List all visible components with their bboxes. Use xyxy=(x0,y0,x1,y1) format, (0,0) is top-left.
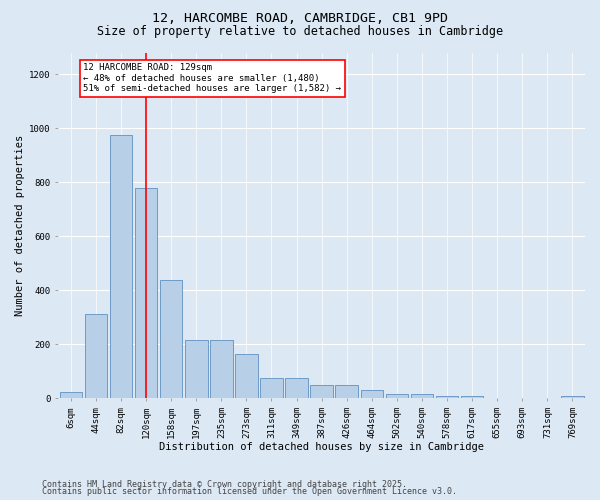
Bar xyxy=(361,390,383,398)
Bar xyxy=(160,280,182,398)
Bar xyxy=(335,386,358,398)
Text: 12, HARCOMBE ROAD, CAMBRIDGE, CB1 9PD: 12, HARCOMBE ROAD, CAMBRIDGE, CB1 9PD xyxy=(152,12,448,26)
Text: Size of property relative to detached houses in Cambridge: Size of property relative to detached ho… xyxy=(97,25,503,38)
Y-axis label: Number of detached properties: Number of detached properties xyxy=(15,135,25,316)
Bar xyxy=(310,386,333,398)
Bar xyxy=(210,340,233,398)
Bar xyxy=(85,314,107,398)
Bar xyxy=(436,396,458,398)
Bar xyxy=(285,378,308,398)
Bar xyxy=(110,135,132,398)
Bar xyxy=(561,396,584,398)
Bar xyxy=(386,394,408,398)
Bar xyxy=(260,378,283,398)
Bar xyxy=(185,340,208,398)
Text: 12 HARCOMBE ROAD: 129sqm
← 48% of detached houses are smaller (1,480)
51% of sem: 12 HARCOMBE ROAD: 129sqm ← 48% of detach… xyxy=(83,64,341,93)
Text: Contains public sector information licensed under the Open Government Licence v3: Contains public sector information licen… xyxy=(42,488,457,496)
Bar xyxy=(59,392,82,398)
Bar xyxy=(461,396,484,398)
Bar xyxy=(235,354,257,399)
Bar xyxy=(135,188,157,398)
Bar xyxy=(410,394,433,398)
X-axis label: Distribution of detached houses by size in Cambridge: Distribution of detached houses by size … xyxy=(159,442,484,452)
Text: Contains HM Land Registry data © Crown copyright and database right 2025.: Contains HM Land Registry data © Crown c… xyxy=(42,480,407,489)
